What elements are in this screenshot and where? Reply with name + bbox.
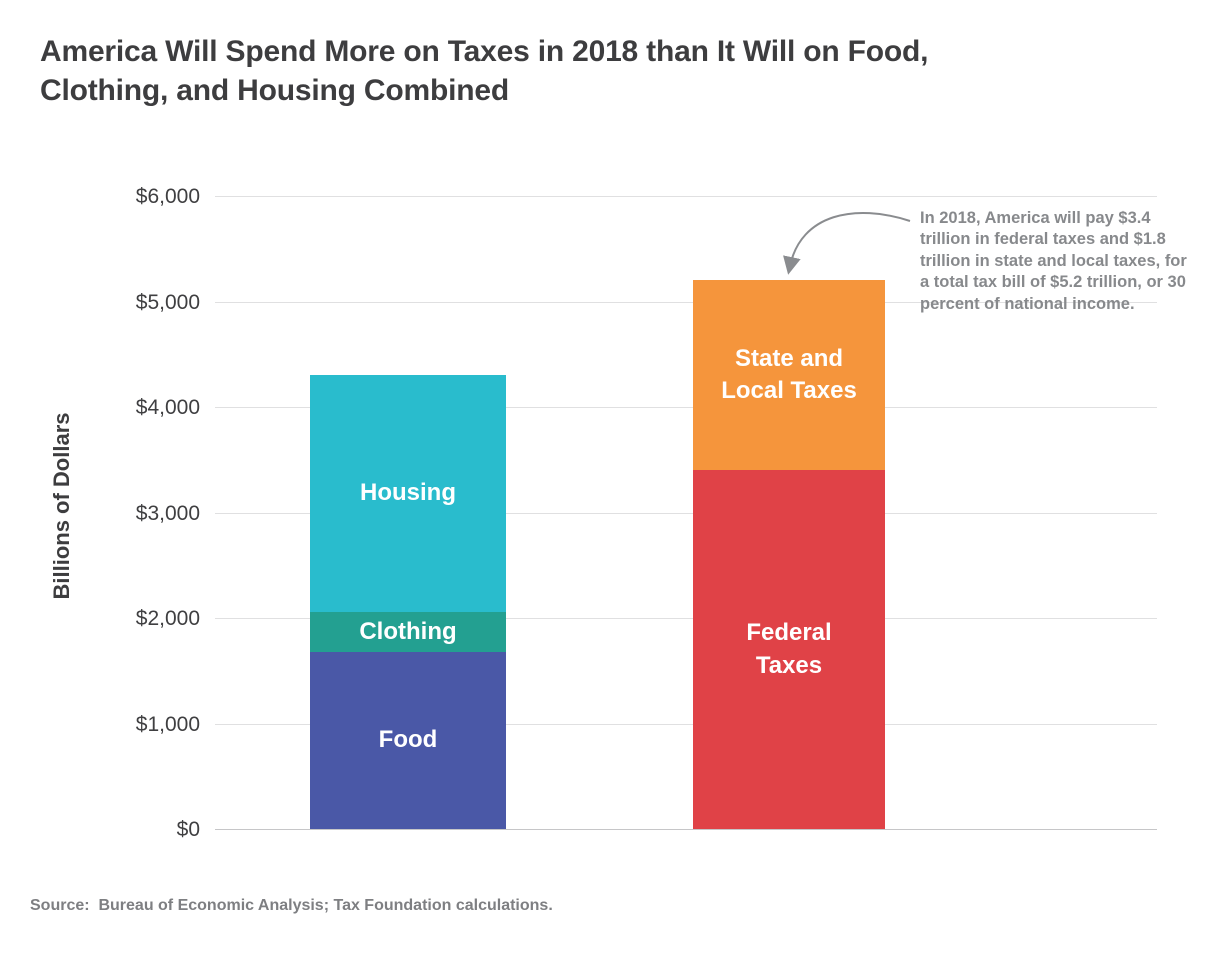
page-title-line-2: Clothing, and Housing Combined bbox=[40, 74, 509, 108]
y-axis-ticks: $0 $1,000 $2,000 $3,000 $4,000 $5,000 $6,000 bbox=[80, 185, 200, 841]
gridline bbox=[215, 512, 1157, 514]
plot-area: Food Clothing Housing Federal Taxes State an… bbox=[215, 196, 1157, 830]
gridline bbox=[215, 723, 1157, 725]
gridline bbox=[215, 301, 1157, 303]
gridline bbox=[215, 196, 1157, 197]
y-tick-label: $6,000 bbox=[135, 185, 200, 208]
bar-segment-federal-taxes: Federal Taxes bbox=[693, 470, 885, 829]
x-axis-baseline bbox=[215, 829, 1157, 830]
bar-segment-label-food: Food bbox=[378, 726, 438, 754]
page-title: America Will Spend More on Taxes in 2018… bbox=[40, 32, 1160, 110]
y-tick-label: $3,000 bbox=[135, 501, 200, 525]
bar-segment-food: Food bbox=[310, 651, 506, 829]
gridline bbox=[215, 407, 1157, 408]
y-tick-label: $4,000 bbox=[135, 396, 200, 419]
gridline bbox=[215, 618, 1157, 619]
bar-segment-label-housing: Housing bbox=[360, 479, 456, 507]
bar-segment-label-state-and-local-taxes: State and Local Taxes bbox=[721, 344, 857, 405]
y-tick-label: $2,000 bbox=[135, 607, 200, 630]
bar-segment-label-federal-taxes: Federal Taxes bbox=[746, 619, 832, 679]
y-tick-label: $0 bbox=[176, 818, 200, 841]
page-title-line-1: America Will Spend More on Taxes in 2018… bbox=[40, 35, 929, 69]
bar-food-clothing-housing: Food Clothing Housing bbox=[310, 375, 506, 829]
source-note: Source: Bureau of Economic Analysis; Tax… bbox=[30, 897, 553, 914]
y-tick-label: $1,000 bbox=[135, 712, 200, 736]
bar-segment-clothing: Clothing bbox=[310, 611, 506, 652]
annotation-callout: In 2018, America will pay $3.4 trillion … bbox=[920, 209, 1187, 313]
bar-segment-housing: Housing bbox=[310, 375, 506, 612]
y-axis-title: Billions of Dollars bbox=[49, 412, 74, 600]
bar-segment-label-clothing: Clothing bbox=[359, 617, 457, 645]
bar-taxes: Federal Taxes State and Local Taxes bbox=[693, 280, 885, 829]
bar-segment-state-and-local-taxes: State and Local Taxes bbox=[693, 280, 885, 471]
y-tick-label: $5,000 bbox=[135, 290, 200, 314]
